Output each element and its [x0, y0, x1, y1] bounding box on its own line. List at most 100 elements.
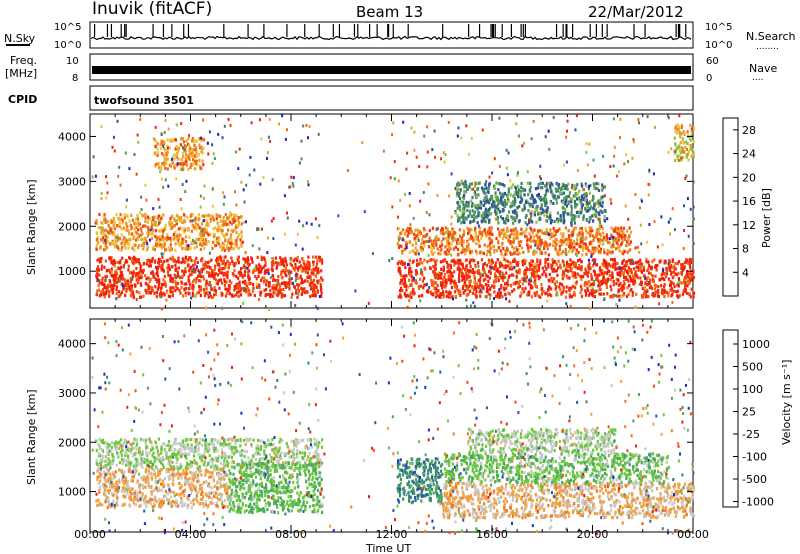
data-cell: [447, 274, 450, 279]
data-cell: [120, 233, 123, 237]
data-cell: [507, 260, 510, 264]
data-cell: [260, 278, 263, 282]
data-cell: [418, 165, 421, 168]
data-cell: [518, 188, 521, 192]
data-cell: [572, 239, 576, 243]
data-cell: [553, 282, 556, 286]
data-cell: [465, 200, 468, 205]
data-cell: [589, 240, 592, 244]
data-cell: [419, 248, 422, 252]
data-cell: [642, 265, 645, 269]
data-cell: [302, 267, 305, 271]
data-cell: [536, 246, 539, 250]
data-cell: [255, 285, 258, 289]
data-cell: [421, 279, 425, 283]
data-cell: [300, 286, 303, 291]
data-cell: [551, 269, 554, 273]
data-cell: [175, 177, 178, 181]
data-cell: [582, 275, 585, 279]
data-cell: [620, 241, 623, 245]
data-cell: [218, 264, 221, 268]
data-cell: [401, 251, 404, 255]
data-cell: [312, 278, 315, 282]
data-cell: [551, 279, 554, 284]
nsky-label: N.Sky: [4, 32, 36, 45]
data-cell: [533, 291, 536, 295]
data-cell: [228, 292, 231, 296]
data-cell: [612, 258, 615, 262]
data-cell: [212, 274, 214, 278]
data-cell: [660, 273, 663, 277]
data-cell: [516, 281, 519, 285]
data-cell: [139, 269, 142, 273]
data-cell: [209, 266, 212, 270]
data-cell: [130, 287, 134, 291]
data-cell: [391, 257, 394, 260]
data-cell: [203, 263, 206, 267]
data-cell: [160, 286, 163, 290]
data-cell: [562, 191, 565, 195]
data-cell: [184, 294, 187, 297]
data-cell: [575, 242, 578, 246]
data-cell: [523, 206, 526, 210]
data-cell: [219, 245, 222, 249]
data-cell: [556, 188, 559, 192]
data-cell: [561, 205, 564, 209]
data-cell: [473, 216, 476, 220]
data-cell: [227, 287, 230, 291]
data-cell: [434, 286, 437, 290]
data-cell: [463, 277, 466, 281]
data-cell: [232, 273, 235, 277]
data-cell: [557, 259, 560, 263]
data-cell: [677, 271, 680, 276]
data-cell: [236, 223, 239, 228]
data-cell: [606, 240, 610, 244]
data-cell: [229, 241, 232, 245]
data-cell: [420, 271, 423, 275]
data-cell: [426, 260, 429, 264]
data-cell: [561, 259, 564, 263]
data-cell: [405, 243, 408, 247]
data-cell: [576, 272, 579, 276]
data-cell: [481, 220, 484, 224]
data-cell: [224, 265, 227, 269]
data-cell: [226, 276, 229, 280]
data-cell: [477, 193, 480, 197]
data-cell: [496, 258, 499, 262]
data-cell: [677, 277, 680, 281]
data-cell: [579, 233, 582, 237]
data-cell: [601, 186, 605, 190]
data-cell: [420, 242, 423, 246]
data-cell: [120, 227, 123, 231]
data-cell: [269, 295, 272, 299]
data-cell: [428, 228, 431, 233]
data-cell: [466, 226, 469, 230]
data-cell: [207, 292, 210, 296]
data-cell: [674, 261, 677, 266]
data-cell: [558, 248, 561, 252]
data-cell: [653, 258, 656, 262]
data-cell: [129, 277, 132, 280]
data-cell: [533, 198, 536, 202]
data-cell: [571, 260, 574, 264]
data-cell: [532, 268, 535, 272]
data-cell: [576, 202, 579, 207]
data-cell: [570, 186, 573, 190]
data-cell: [686, 274, 689, 278]
data-cell: [118, 221, 121, 225]
data-cell: [146, 245, 149, 250]
data-cell: [153, 151, 156, 155]
data-cell: [517, 191, 520, 195]
data-cell: [418, 261, 421, 265]
data-cell: [615, 241, 618, 245]
data-cell: [567, 229, 570, 233]
data-cell: [496, 269, 499, 273]
data-cell: [96, 289, 99, 293]
data-cell: [137, 221, 140, 225]
data-cell: [182, 259, 185, 263]
data-cell: [612, 283, 615, 287]
data-cell: [175, 285, 178, 289]
data-cell: [424, 234, 427, 238]
data-cell: [113, 283, 116, 287]
data-cell: [553, 194, 556, 198]
